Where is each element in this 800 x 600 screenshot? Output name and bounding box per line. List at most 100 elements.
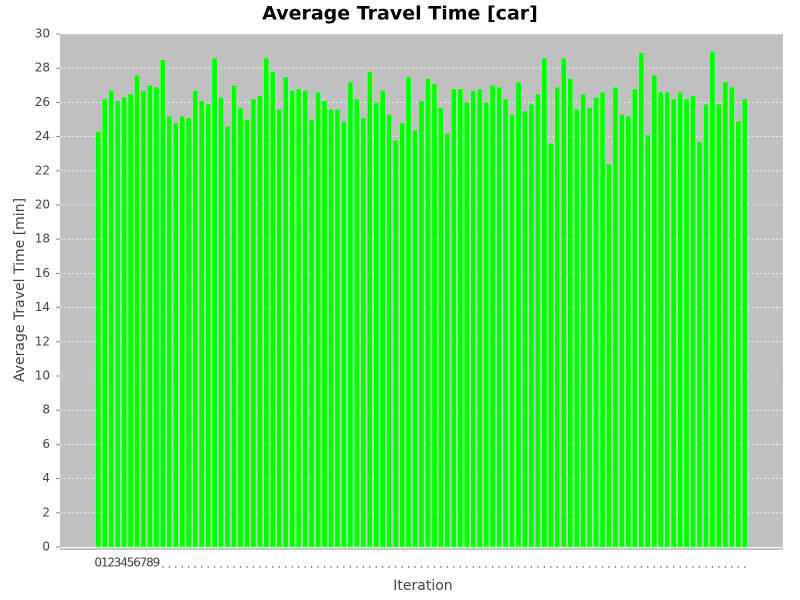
truncated-label-dot <box>705 566 707 568</box>
truncated-label-dot <box>537 566 539 568</box>
bar <box>664 91 670 548</box>
truncated-label-dot <box>478 566 481 568</box>
bar <box>612 86 619 548</box>
bar <box>580 93 586 548</box>
bar <box>127 93 134 548</box>
x-tick-label: 7 <box>140 556 148 570</box>
bar <box>735 120 742 548</box>
x-tick-label: 4 <box>120 556 128 570</box>
y-tick-label: 0 <box>42 540 50 554</box>
truncated-label-dot <box>466 566 468 568</box>
bar <box>114 100 121 548</box>
y-tick-label: 24 <box>35 129 50 143</box>
bar <box>173 122 179 548</box>
truncated-label-dot <box>588 566 591 568</box>
truncated-label-dot <box>382 566 384 568</box>
bar <box>334 108 341 548</box>
bar <box>276 108 283 548</box>
bar <box>354 98 360 548</box>
truncated-label-dot <box>323 566 326 568</box>
x-tick-label: 9 <box>153 556 161 570</box>
truncated-label-dot <box>504 566 507 568</box>
bar <box>528 103 535 548</box>
truncated-label-dot <box>207 566 209 568</box>
bar <box>599 91 606 548</box>
bar <box>645 134 651 548</box>
truncated-label-dot <box>401 566 403 568</box>
bar <box>476 88 483 548</box>
bar <box>412 129 418 548</box>
bar <box>677 91 683 548</box>
truncated-label-dot <box>213 566 216 568</box>
bar <box>606 163 612 548</box>
truncated-label-dot <box>672 566 675 568</box>
truncated-label-dot <box>220 566 222 568</box>
bar <box>308 119 315 548</box>
y-tick-label: 20 <box>35 198 50 212</box>
truncated-label-dot <box>459 566 461 568</box>
bar <box>515 81 522 548</box>
bar <box>134 74 140 548</box>
y-tick-label: 26 <box>35 95 50 109</box>
truncated-label-dot <box>627 566 630 568</box>
truncated-label-dot <box>601 566 604 568</box>
bar <box>315 91 321 548</box>
truncated-label-dot <box>647 566 649 568</box>
bar <box>289 90 295 548</box>
bar <box>205 103 211 548</box>
truncated-label-dot <box>297 566 300 568</box>
bar <box>166 115 173 548</box>
truncated-label-dot <box>543 566 546 568</box>
bar <box>463 102 470 548</box>
bar <box>211 57 218 548</box>
truncated-label-dot <box>375 566 377 568</box>
truncated-label-dot <box>440 566 442 568</box>
truncated-label-dot <box>310 566 313 568</box>
bar <box>703 103 709 548</box>
truncated-label-dot <box>278 566 280 568</box>
truncated-label-dot <box>330 566 332 568</box>
truncated-label-dot <box>491 566 494 568</box>
bar <box>341 120 347 548</box>
bar <box>302 90 308 548</box>
truncated-label-dot <box>304 566 306 568</box>
truncated-label-dot <box>265 566 268 568</box>
truncated-label-dot <box>563 566 565 568</box>
x-tick-label: 2 <box>107 556 115 570</box>
truncated-label-dot <box>285 566 287 568</box>
truncated-label-dot <box>181 566 183 568</box>
truncated-label-dot <box>388 566 390 568</box>
bar <box>237 107 244 548</box>
bar <box>573 108 580 548</box>
bar <box>192 90 198 548</box>
bar <box>548 143 554 548</box>
x-axis-title: Iteration <box>393 578 452 594</box>
bar <box>367 71 373 548</box>
y-tick-label: 2 <box>42 505 50 519</box>
bar <box>489 85 496 548</box>
truncated-label-dot <box>666 566 668 568</box>
x-tick-label: 3 <box>114 556 122 570</box>
bar <box>108 90 114 548</box>
truncated-label-dot <box>608 566 610 568</box>
bar <box>270 71 276 548</box>
truncated-label-dot <box>614 566 617 568</box>
bar <box>121 97 127 548</box>
truncated-label-dot <box>343 566 345 568</box>
bar <box>496 86 502 548</box>
bar <box>619 114 625 548</box>
bar <box>438 107 444 548</box>
bar <box>722 81 729 548</box>
y-tick-label: 12 <box>35 334 50 348</box>
truncated-label-dot <box>744 566 746 568</box>
bar <box>625 115 632 548</box>
bar <box>716 103 722 548</box>
truncated-label-dot <box>698 566 701 568</box>
x-tick-label: 0 <box>94 556 102 570</box>
bar <box>218 97 224 548</box>
bar <box>231 85 237 548</box>
bar <box>593 97 599 548</box>
truncated-label-dot <box>420 566 423 568</box>
truncated-label-dot <box>200 566 203 568</box>
y-tick-label: 18 <box>35 232 50 246</box>
